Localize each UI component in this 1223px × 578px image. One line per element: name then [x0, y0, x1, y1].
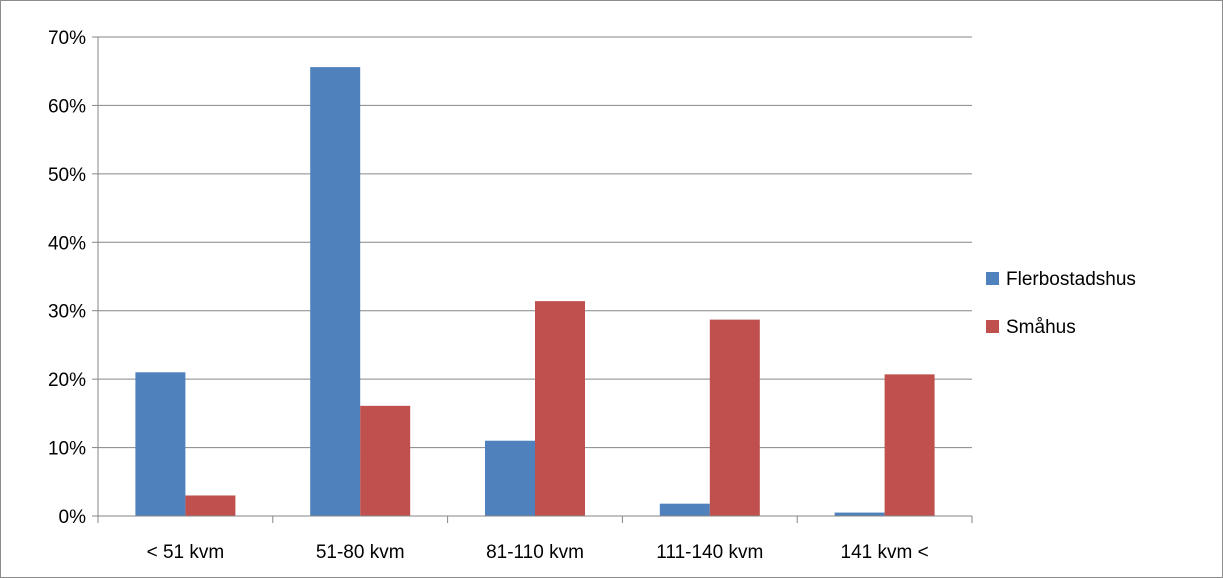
- x-axis-labels: < 51 kvm 51-80 kvm 81-110 kvm 111-140 kvm 14…: [147, 542, 929, 563]
- bar-sm-hus-0: [185, 495, 236, 516]
- bars: [135, 67, 935, 516]
- bar-sm-hus-4: [884, 374, 935, 516]
- y-tick-label: 70%: [48, 28, 86, 49]
- x-tick-label: 51-80 kvm: [316, 542, 405, 563]
- legend: Flerbostadshus Småhus: [986, 269, 1136, 338]
- bar-sm-hus-1: [360, 405, 411, 516]
- axes: [97, 37, 973, 523]
- x-tick-label: < 51 kvm: [147, 542, 225, 563]
- bar-flerbostadshus-2: [485, 440, 535, 516]
- gridlines: [98, 36, 972, 449]
- x-tick-label: 141 kvm <: [841, 542, 929, 563]
- legend-label: Småhus: [1006, 317, 1076, 338]
- bar-sm-hus-3: [709, 319, 760, 516]
- legend-swatch: [986, 320, 999, 333]
- bar-sm-hus-2: [535, 301, 585, 516]
- y-tick-label: 20%: [48, 370, 86, 391]
- y-tick-label: 50%: [48, 165, 86, 186]
- bar-flerbostadshus-1: [310, 67, 361, 516]
- legend-swatch: [986, 272, 999, 285]
- bar-flerbostadshus-3: [659, 503, 710, 516]
- legend-label: Flerbostadshus: [1006, 269, 1136, 290]
- x-tick-label: 81-110 kvm: [486, 542, 584, 563]
- y-tick-label: 60%: [48, 96, 86, 117]
- y-axis-ticks: 0% 10% 20% 30% 40% 50% 60% 70%: [48, 28, 98, 528]
- y-tick-label: 30%: [48, 302, 86, 323]
- bar-flerbostadshus-4: [834, 512, 885, 516]
- y-tick-label: 0%: [59, 507, 87, 528]
- y-tick-label: 40%: [48, 233, 86, 254]
- y-tick-label: 10%: [48, 439, 86, 460]
- x-tick-label: 111-140 kvm: [656, 542, 763, 563]
- bar-flerbostadshus-0: [135, 372, 186, 516]
